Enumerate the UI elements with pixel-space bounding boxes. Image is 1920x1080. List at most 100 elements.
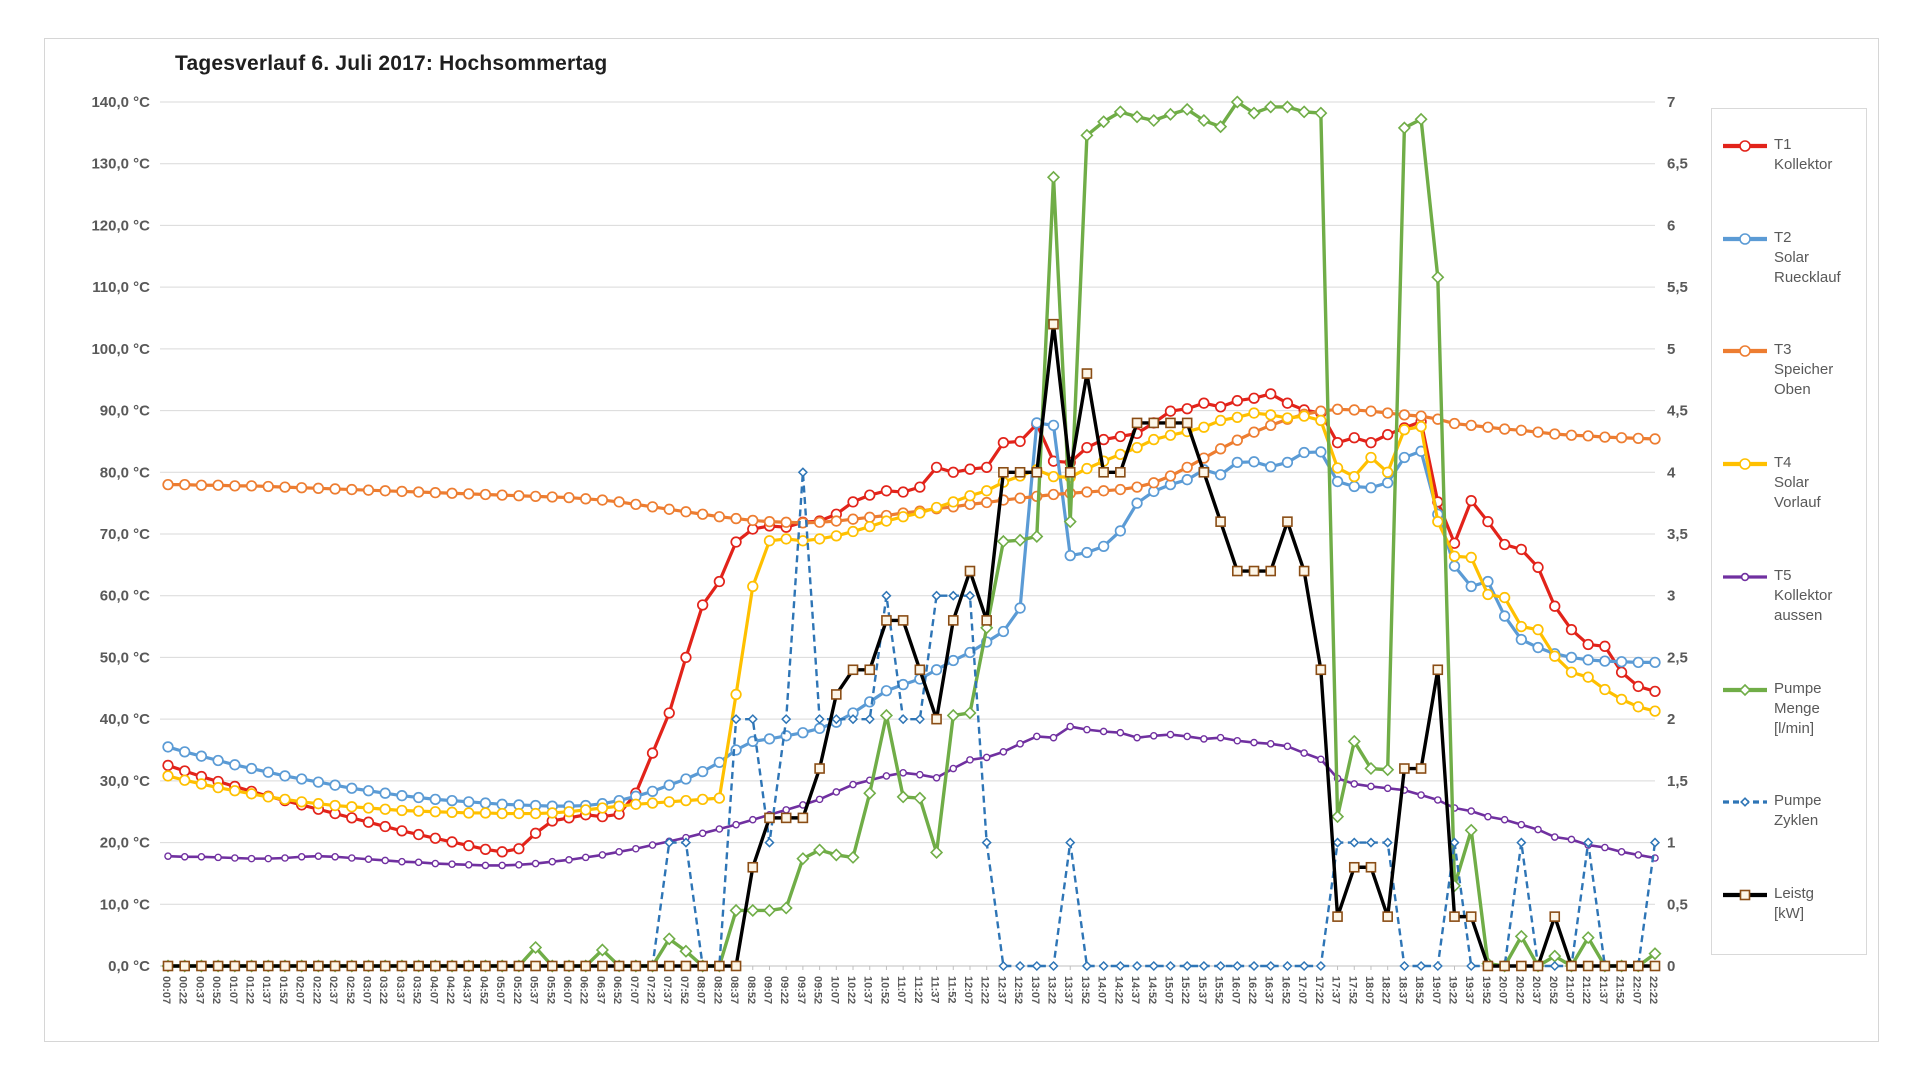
data-point [731, 714, 742, 725]
data-point [396, 825, 408, 837]
data-point [1298, 410, 1310, 422]
legend-item-t3-speicher-oben[interactable]: T3 Speicher Oben [1722, 340, 1860, 400]
data-point [1632, 432, 1644, 444]
data-point [1081, 441, 1093, 454]
x-tick-label: 09:07 [761, 976, 773, 1004]
data-point [1317, 755, 1325, 764]
data-point [747, 580, 759, 593]
data-point [763, 535, 776, 547]
data-point [831, 714, 842, 725]
data-point [680, 651, 692, 664]
data-point [1131, 497, 1143, 509]
data-point [730, 960, 742, 972]
data-point [1332, 911, 1343, 922]
data-point [1148, 433, 1160, 446]
data-point [313, 960, 324, 972]
data-point [1048, 960, 1059, 972]
legend-item-pumpe-zyklen[interactable]: Pumpe Zyklen [1722, 791, 1860, 831]
data-point [598, 851, 607, 859]
x-tick-label: 06:07 [561, 976, 573, 1004]
data-point [1515, 543, 1527, 556]
data-point [312, 776, 325, 788]
data-point [1414, 112, 1428, 126]
data-point [830, 530, 842, 542]
y-right-tick-label: 3,5 [1667, 526, 1688, 543]
chart-legend[interactable]: T1 Kollektor T2 Solar Ruecklauf T3 Speicher Obe… [1711, 108, 1867, 955]
legend-item-t1-kollektor[interactable]: T1 Kollektor [1722, 135, 1860, 175]
data-point [513, 490, 525, 502]
data-point [948, 590, 959, 601]
data-point [396, 804, 408, 817]
data-point [914, 507, 926, 519]
data-point [830, 515, 842, 527]
x-tick-label: 02:52 [344, 976, 356, 1004]
data-point [1649, 685, 1661, 698]
data-point [1031, 960, 1042, 972]
data-point [932, 773, 941, 782]
data-point [646, 501, 659, 513]
data-point [429, 487, 441, 499]
data-point [1163, 107, 1178, 121]
data-point [814, 714, 825, 725]
data-point [880, 685, 893, 697]
legend-label: T2 Solar Ruecklauf [1774, 228, 1841, 286]
x-tick-label: 05:52 [544, 976, 556, 1004]
legend-item-t4-solar-vorlauf[interactable]: T4 Solar Vorlauf [1722, 453, 1860, 513]
x-tick-label: 21:07 [1563, 976, 1575, 1004]
data-point [1649, 705, 1661, 717]
data-point [715, 825, 724, 833]
x-tick-label: 20:52 [1547, 976, 1559, 1004]
data-point [846, 850, 860, 864]
data-point [1381, 763, 1395, 777]
data-point [881, 590, 892, 601]
data-point [1516, 837, 1527, 848]
x-tick-label: 21:22 [1580, 976, 1592, 1004]
y-left-tick-label: 120,0 °C [91, 217, 150, 234]
data-point [829, 848, 843, 862]
data-point [964, 590, 976, 601]
data-point [863, 786, 877, 800]
x-tick-label: 14:52 [1146, 976, 1158, 1004]
x-tick-label: 09:37 [795, 976, 807, 1004]
data-point [930, 664, 943, 676]
data-point [680, 773, 692, 785]
data-point [296, 960, 307, 972]
data-point [981, 615, 992, 626]
data-point [1148, 477, 1160, 489]
data-point [464, 860, 473, 869]
data-point [964, 463, 976, 475]
x-tick-label: 02:07 [294, 976, 306, 1004]
legend-item-t2-solar-ruecklauf[interactable]: T2 Solar Ruecklauf [1722, 228, 1860, 288]
data-point [446, 836, 458, 848]
data-point [229, 960, 241, 972]
data-point [1515, 633, 1527, 646]
legend-item-pumpe-menge-l-min-[interactable]: Pumpe Menge [l/min] [1722, 679, 1860, 739]
data-point [879, 708, 893, 722]
data-point [630, 798, 642, 810]
data-point [1164, 470, 1177, 482]
data-point [847, 513, 859, 525]
data-point [1482, 960, 1494, 972]
data-point [396, 790, 408, 802]
chart-object-frame[interactable] [44, 38, 1879, 1042]
legend-item-leistg-kw-[interactable]: Leistg [kW] [1722, 884, 1860, 924]
series-line-leistg-kw-[interactable] [168, 322, 1655, 968]
data-point [1014, 435, 1026, 448]
data-point [630, 498, 642, 511]
x-tick-label: 12:52 [1012, 976, 1024, 1004]
data-point [1097, 540, 1110, 552]
data-point [1331, 475, 1344, 488]
data-point [362, 785, 375, 797]
data-point [179, 746, 191, 758]
legend-item-t5-kollektor-aussen[interactable]: T5 Kollektor aussen [1722, 566, 1860, 626]
data-point [1080, 128, 1094, 142]
series-line-t1-kollektor[interactable] [167, 392, 1656, 854]
data-point [597, 960, 608, 972]
data-point [531, 859, 540, 868]
data-point [732, 820, 740, 829]
data-point [245, 788, 258, 800]
data-point [1549, 650, 1561, 662]
data-point [914, 664, 926, 676]
y-left-tick-label: 70,0 °C [100, 526, 150, 543]
